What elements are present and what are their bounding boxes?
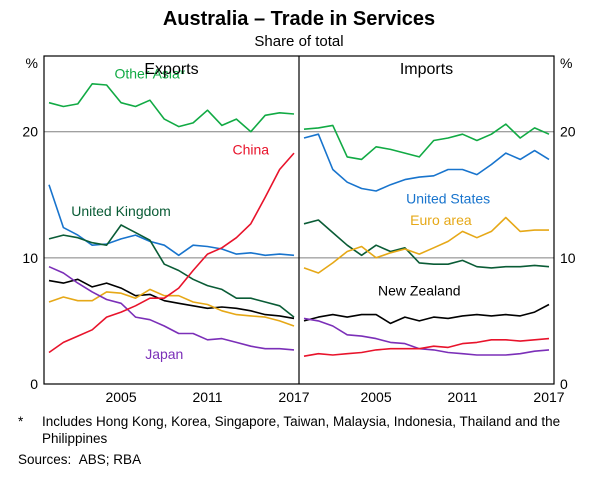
y-unit-right: % (560, 55, 572, 71)
series-label: Euro area (410, 212, 472, 228)
footnote-mark: * (18, 414, 42, 431)
x-tick: 2017 (278, 389, 309, 405)
x-tick: 2017 (533, 389, 564, 405)
x-tick: 2011 (192, 389, 222, 405)
panel-label: Exports (144, 61, 198, 78)
chart-subtitle: Share of total (0, 31, 598, 50)
y-tick-left: 0 (30, 376, 38, 392)
panel-label: Imports (400, 61, 453, 78)
plot-area: Other Asia*United KingdomJapanChinaExpor… (0, 50, 598, 410)
y-unit-left: % (26, 55, 38, 71)
sources-text: ABS; RBA (79, 452, 141, 467)
series-label: New Zealand (378, 283, 461, 299)
y-tick-left: 20 (22, 124, 38, 140)
series-label: China (232, 141, 269, 157)
series-label: Japan (145, 346, 183, 362)
footnote-text: Includes Hong Kong, Korea, Singapore, Ta… (42, 414, 582, 448)
sources: Sources: ABS; RBA (0, 448, 598, 467)
footnote: *Includes Hong Kong, Korea, Singapore, T… (0, 410, 598, 448)
y-tick-right: 10 (560, 250, 576, 266)
series-label: United Kingdom (71, 203, 171, 219)
chart-container: Australia – Trade in Services Share of t… (0, 0, 598, 503)
y-tick-left: 10 (22, 250, 38, 266)
x-tick: 2011 (447, 389, 477, 405)
chart-title: Australia – Trade in Services (0, 0, 598, 31)
y-tick-right: 20 (560, 124, 576, 140)
sources-label: Sources: (18, 452, 71, 467)
x-tick: 2005 (360, 389, 391, 405)
series-label: United States (406, 191, 490, 207)
x-tick: 2005 (105, 389, 136, 405)
